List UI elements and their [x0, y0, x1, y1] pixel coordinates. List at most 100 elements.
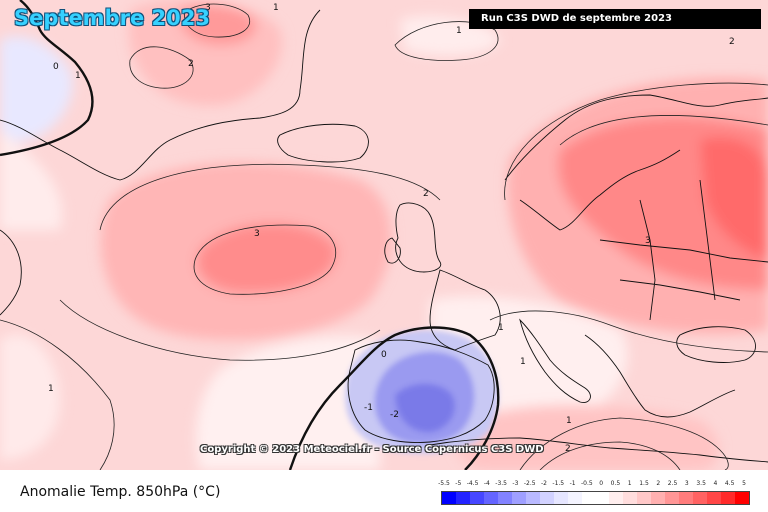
contour-label: 2 — [188, 59, 194, 69]
legend-swatch — [511, 492, 526, 504]
legend-swatch — [525, 492, 540, 504]
anomaly-shading — [0, 0, 768, 470]
contour-labels: 3 1 2 0 1 2 3 3 2 1 1 0 -1 -2 1 1 2 1 — [48, 3, 735, 454]
contour-label: 3 — [254, 229, 260, 239]
zero-contour-greenland — [0, 0, 94, 157]
legend-swatch — [553, 492, 568, 504]
contour-label: 2 — [423, 189, 429, 199]
variable-label: Anomalie Temp. 850hPa (°C) — [20, 484, 221, 500]
italy-outline — [519, 318, 591, 403]
legend-swatch — [595, 492, 610, 504]
contour-label: 0 — [53, 62, 59, 72]
contour-label: 3 — [205, 3, 211, 13]
eastern-borders — [599, 179, 768, 321]
british-isles — [384, 202, 442, 273]
contour-3-atlantic — [193, 224, 337, 295]
legend-swatch — [679, 492, 694, 504]
legend-tick: -4 — [483, 480, 490, 487]
iceland-coast — [277, 123, 369, 163]
contour-3-greenland — [184, 3, 251, 38]
legend-tick: 2 — [656, 480, 661, 487]
legend-tick: 3 — [684, 480, 689, 487]
contour-label: 1 — [498, 323, 504, 333]
map-title: Septembre 2023 — [14, 6, 210, 30]
scandinavia-coast — [504, 94, 768, 181]
legend-tick: -1.5 — [552, 480, 565, 487]
legend-tick: 3.5 — [696, 480, 706, 487]
legend-tick: 0 — [599, 480, 604, 487]
zero-anomaly-contours — [0, 0, 500, 470]
legend-swatch — [721, 492, 736, 504]
contour-3-europe — [559, 115, 768, 146]
legend-tick: 1.5 — [639, 480, 649, 487]
contour-label: 1 — [273, 3, 279, 13]
contour-label: -2 — [390, 410, 399, 420]
legend-swatch — [581, 492, 596, 504]
western-europe — [429, 269, 501, 351]
legend-swatch — [707, 492, 722, 504]
neutral-area-southwest — [0, 334, 60, 460]
warm-core-atlantic — [196, 223, 337, 294]
contour-label: 1 — [456, 26, 462, 36]
legend-tick: -1 — [569, 480, 576, 487]
cold-anomaly-iberia — [345, 330, 499, 454]
north-africa-coast — [429, 437, 768, 463]
contour-1-mediterranean — [489, 310, 768, 353]
black-sea — [676, 326, 756, 363]
legend-swatch — [637, 492, 652, 504]
legend-tick: -4.5 — [466, 480, 479, 487]
greenland-coast — [0, 9, 321, 181]
contour-2-europe — [504, 82, 768, 201]
legend-swatch — [455, 492, 470, 504]
warm-core-greenland-east — [179, 4, 256, 45]
contour-label: 1 — [75, 71, 81, 81]
legend-swatch — [539, 492, 554, 504]
legend-swatch — [609, 492, 624, 504]
contour-label: 2 — [729, 37, 735, 47]
legend-tick: 5 — [742, 480, 746, 487]
legend-tick: 4 — [713, 480, 718, 487]
legend-tick: -0.5 — [580, 480, 593, 487]
contour-label: 3 — [645, 236, 651, 246]
contour-1-atlantic — [0, 319, 115, 470]
legend-tick: -5.5 — [438, 480, 450, 487]
contour-2-greenland — [129, 46, 194, 89]
legend-swatch — [442, 492, 456, 504]
contour-label: 2 — [565, 444, 571, 454]
norway-sweden — [519, 149, 681, 231]
contour-label: 1 — [48, 384, 54, 394]
legend-tick: -5 — [455, 480, 462, 487]
copyright-notice: Copyright © 2023 Meteociel.fr - Source C… — [200, 444, 544, 455]
anomaly-contours — [0, 3, 768, 470]
neutral-area-north-atlantic — [0, 130, 62, 230]
legend-tick: 1 — [627, 480, 632, 487]
contour-2-africa — [539, 441, 681, 470]
legend-tick: -3.5 — [495, 480, 507, 487]
contour-1-africa — [519, 417, 729, 470]
legend-tick-labels: -5.5 -5 -4.5 -4 -3.5 -3 -2.5 -2 -1.5 -1 -0.5 0 0.5 1 1… — [438, 480, 750, 490]
legend-swatch — [735, 492, 749, 504]
contour-label: 1 — [566, 416, 572, 426]
zero-contour-iberia — [288, 326, 500, 470]
legend-swatch — [469, 492, 484, 504]
run-label: Run C3S DWD de septembre 2023 — [469, 9, 761, 29]
neutral-area-atlantic-south — [196, 336, 380, 470]
temperature-anomaly-map: 3 1 2 0 1 2 3 3 2 1 1 0 -1 -2 1 1 2 1 — [0, 0, 768, 470]
legend-tick: 0.5 — [610, 480, 621, 487]
legend-tick: -2.5 — [523, 480, 536, 487]
contour-label: 1 — [520, 357, 526, 367]
contour-2-south — [59, 299, 381, 361]
legend-swatch — [693, 492, 708, 504]
iberia-outline — [347, 339, 495, 443]
legend-tick: 4.5 — [724, 480, 735, 487]
cold-anomaly-greenland — [0, 36, 73, 142]
legend-tick: 2.5 — [667, 480, 678, 487]
legend-swatch — [651, 492, 666, 504]
cold-core-iberia — [395, 383, 455, 433]
color-scale-bar — [441, 491, 750, 505]
contour-1-north — [394, 21, 499, 61]
legend-swatch — [497, 492, 512, 504]
labrador-coast — [0, 229, 22, 316]
legend-tick: -2 — [541, 480, 547, 487]
